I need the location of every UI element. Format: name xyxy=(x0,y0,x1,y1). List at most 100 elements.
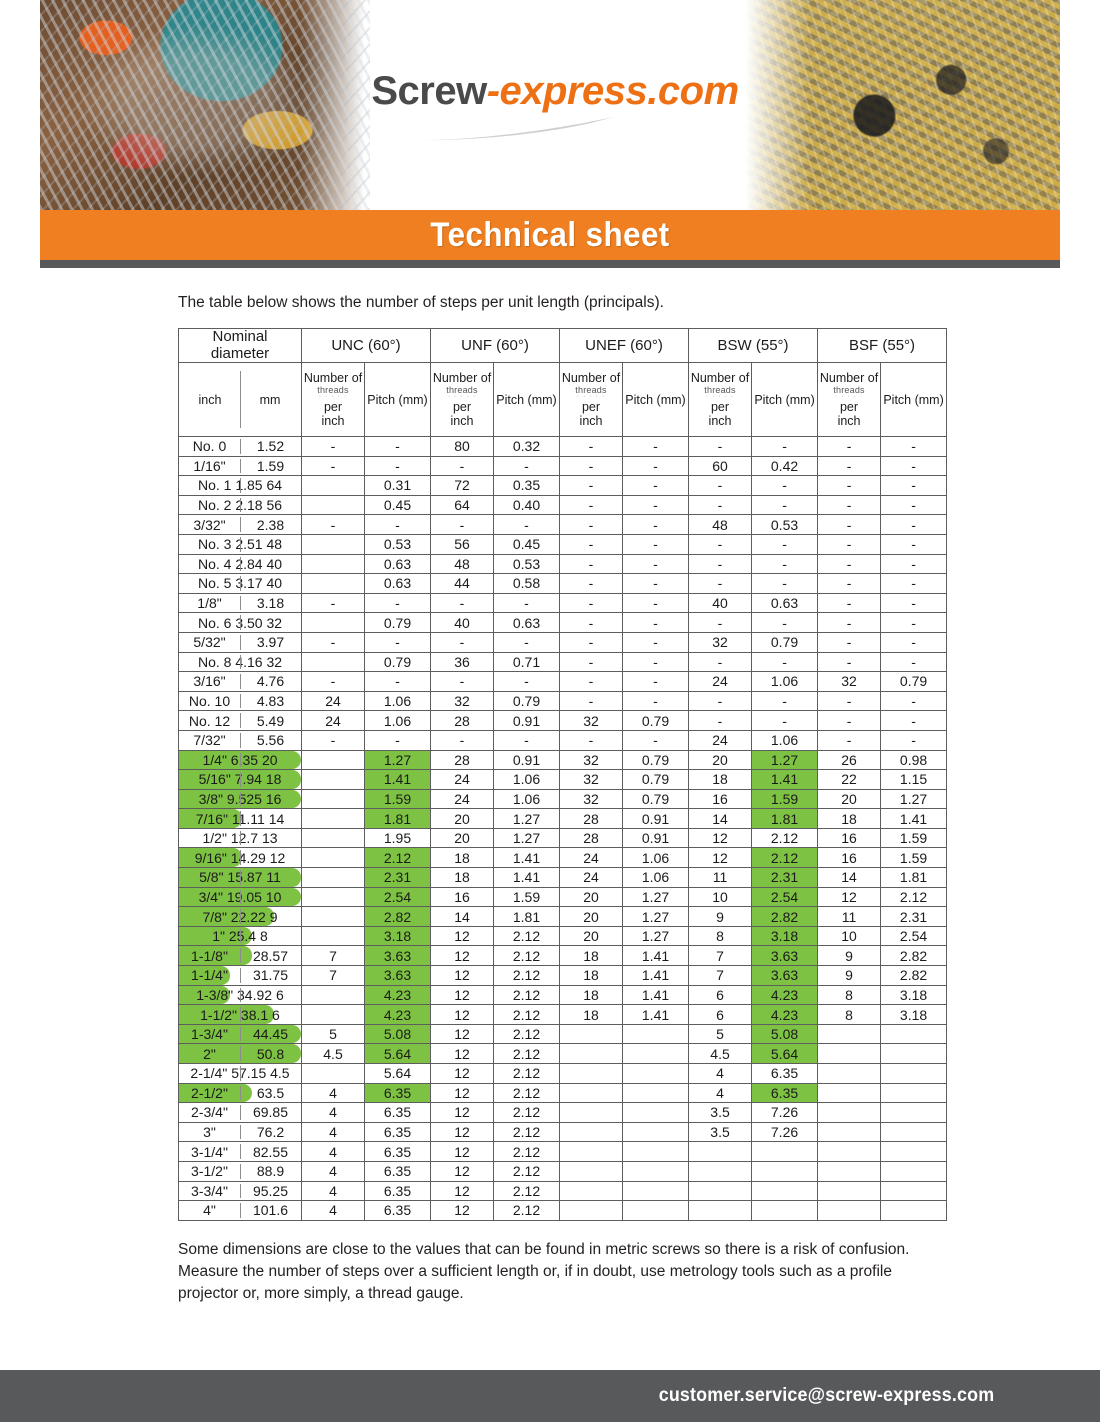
cell-bsw-pitch: 7.26 xyxy=(751,1121,819,1143)
cell-unf-tpi: 28 xyxy=(430,710,494,731)
cell-unc-pitch: 6.35 xyxy=(364,1200,431,1221)
table-row: 2" 50.8 4.5 5.64 12 2.12 4.5 5.64 xyxy=(178,1043,948,1064)
table-row: 4" 101.6 4 6.35 12 2.12 xyxy=(178,1200,948,1221)
contact-email[interactable]: customer.service@screw-express.com xyxy=(658,1385,995,1406)
group-header-nominal: Nominal diameter xyxy=(178,328,302,363)
table-row: No. 1 1.85 64 0.31 72 0.35- - - - - - xyxy=(178,475,948,496)
cell-unf-pitch: 2.12 xyxy=(492,984,561,1006)
cell-bsw-tpi: 6 xyxy=(688,1004,753,1025)
cell-unc-pitch: - xyxy=(364,455,431,477)
cell-diameter-inch: 5/32" xyxy=(193,634,226,651)
cell-unef-pitch xyxy=(622,1160,690,1182)
cell-nominal-diameter: 1/2" 12.7 13 xyxy=(178,827,302,849)
cell-unc-pitch: 0.79 xyxy=(364,651,431,673)
workbench-photo xyxy=(40,0,370,210)
cell-unf-tpi: 36 xyxy=(430,651,494,673)
cell-bsf-pitch xyxy=(880,1043,948,1064)
cell-diameter-inch: No. 10 xyxy=(188,693,231,710)
cell-unef-tpi xyxy=(559,1200,624,1221)
cell-unc-tpi: 4 xyxy=(301,1200,365,1221)
cell-bsw-tpi xyxy=(688,1200,753,1221)
group-header-unc: UNC (60°) xyxy=(301,328,431,363)
cell-bsf-tpi: - xyxy=(817,729,882,751)
cell-nominal-diameter: 3/8" 9.525 16 xyxy=(178,788,302,810)
cell-diameter-inch: 2" xyxy=(203,1045,216,1062)
cell-unef-pitch: - xyxy=(622,514,690,535)
cell-unef-pitch: 0.91 xyxy=(622,808,690,829)
cell-unf-pitch: 2.12 xyxy=(492,925,561,947)
cell-bsf-pitch: - xyxy=(880,514,948,535)
cell-unf-pitch: 0.32 xyxy=(492,436,561,457)
cell-unc-pitch: 6.35 xyxy=(364,1102,431,1123)
cell-diameter-mm: 95.25 xyxy=(252,1182,289,1199)
logo-text: Screw-express.com xyxy=(371,68,739,114)
cell-unf-pitch: 0.58 xyxy=(492,573,561,594)
cell-unf-tpi: - xyxy=(430,671,494,692)
cell-nominal-diameter: 3/32" 2.38 xyxy=(178,514,302,535)
cell-unf-pitch: 0.91 xyxy=(492,749,561,771)
cell-unc-tpi: 7 xyxy=(301,965,365,986)
cell-bsf-pitch: - xyxy=(880,710,948,731)
cell-unc-tpi: - xyxy=(301,592,365,614)
sub-header-inch-mm: inch mm xyxy=(178,362,302,437)
cell-bsw-tpi: 11 xyxy=(688,867,753,888)
table-row: No. 0 1.52- -80 0.32- - - - - - xyxy=(178,436,948,457)
cell-unf-pitch: 1.06 xyxy=(492,769,561,790)
cell-unc-tpi: 4 xyxy=(301,1102,365,1123)
cell-diameter-mm: 63.5 xyxy=(256,1084,285,1101)
cell-unef-pitch: - xyxy=(622,592,690,614)
cell-unc-tpi xyxy=(301,1063,365,1084)
cell-bsw-pitch: - xyxy=(751,612,819,633)
logo-secondary-text: -express.com xyxy=(486,68,739,113)
cell-unf-tpi: 12 xyxy=(430,1121,494,1143)
cell-unf-pitch: - xyxy=(492,455,561,477)
cell-diameter-mm: 5.49 xyxy=(256,712,285,729)
cell-unef-tpi: 24 xyxy=(559,847,624,869)
cell-bsf-pitch xyxy=(880,1141,948,1162)
cell-bsw-tpi: - xyxy=(688,475,753,496)
cell-nominal-diameter: No. 3 2.51 48 xyxy=(178,533,302,555)
cell-unf-tpi: 12 xyxy=(430,925,494,947)
cell-bsf-pitch: - xyxy=(880,612,948,633)
cell-bsw-tpi: - xyxy=(688,573,753,594)
table-sub-header-row: inch mm Number of threads · · · · · per inch Pi… xyxy=(178,362,948,437)
cell-bsw-pitch: - xyxy=(751,436,819,457)
cell-unef-tpi xyxy=(559,1102,624,1123)
cell-unc-tpi xyxy=(301,769,365,790)
cell-bsf-pitch xyxy=(880,1121,948,1143)
cell-diameter-mm: 88.9 xyxy=(256,1163,285,1180)
cell-bsf-tpi xyxy=(817,1180,882,1202)
cell-bsf-tpi xyxy=(817,1200,882,1221)
cell-bsf-tpi xyxy=(817,1082,882,1104)
cell-unf-tpi: 16 xyxy=(430,886,494,908)
cell-unf-tpi: 12 xyxy=(430,1063,494,1084)
table-row: 1/16" 1.59- - - - - -60 0.42- - xyxy=(178,455,948,477)
cell-nominal-diameter: 2-1/2" 63.5 xyxy=(178,1082,302,1104)
cell-unc-tpi: 4 xyxy=(301,1141,365,1162)
cell-unc-pitch: 6.35 xyxy=(364,1082,431,1104)
cell-unf-tpi: 32 xyxy=(430,690,494,712)
cell-bsf-pitch xyxy=(880,1160,948,1182)
cell-unc-pitch: 2.31 xyxy=(364,867,431,888)
cell-unc-pitch: 0.45 xyxy=(364,494,431,516)
cell-bsw-pitch: 3.63 xyxy=(751,945,819,967)
cell-bsf-pitch: 2.82 xyxy=(880,945,948,967)
cell-unf-pitch: 0.63 xyxy=(492,612,561,633)
cell-bsf-tpi: 14 xyxy=(817,867,882,888)
cell-bsf-tpi: - xyxy=(817,573,882,594)
table-row: 7/32" 5.56- - - - - -24 1.06- - xyxy=(178,729,948,751)
cell-unef-pitch: - xyxy=(622,455,690,477)
cell-bsw-pitch xyxy=(751,1160,819,1182)
cell-unef-pitch: 1.41 xyxy=(622,965,690,986)
cell-bsf-pitch: 2.54 xyxy=(880,925,948,947)
cell-bsw-pitch: - xyxy=(751,553,819,575)
cell-unef-tpi: - xyxy=(559,631,624,653)
cell-unef-pitch: 1.41 xyxy=(622,945,690,967)
cell-unef-tpi xyxy=(559,1121,624,1143)
cell-bsw-pitch: 3.63 xyxy=(751,965,819,986)
table-row: 1-1/2" 38.1 6 4.23 12 2.12 18 1.41 6 4.23 8 3.18 xyxy=(178,1004,948,1025)
cell-diameter-mm: 69.85 xyxy=(252,1104,289,1121)
cell-unef-pitch: - xyxy=(622,494,690,516)
cell-bsf-tpi xyxy=(817,1121,882,1143)
cell-unc-pitch: 2.54 xyxy=(364,886,431,908)
